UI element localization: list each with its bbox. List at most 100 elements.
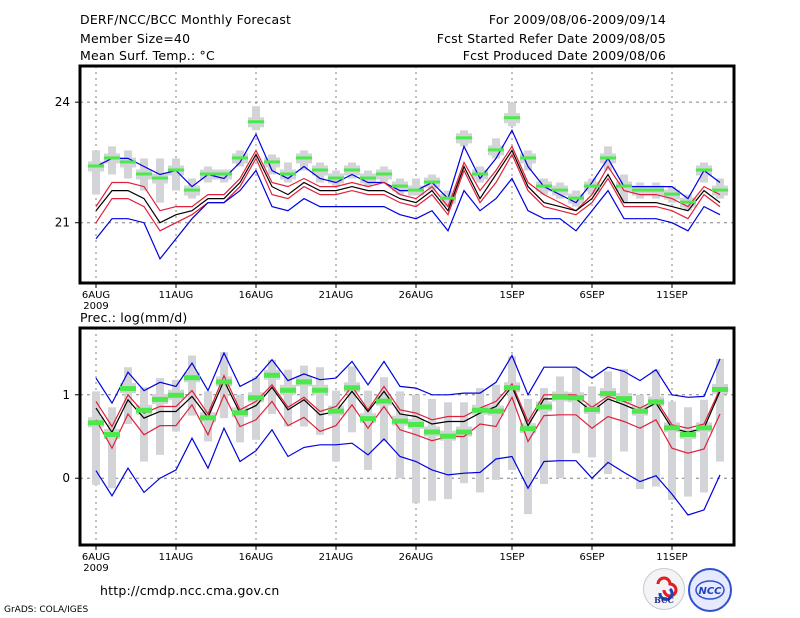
observed-marker xyxy=(104,431,120,437)
plot-frame xyxy=(78,64,736,285)
observed-marker xyxy=(408,421,424,427)
observed-marker xyxy=(456,429,472,435)
series-line-min xyxy=(95,169,721,261)
observed-range-bar xyxy=(396,391,404,479)
observed-marker xyxy=(280,387,296,393)
x-tick-label: 11SEP xyxy=(656,290,687,301)
observed-marker xyxy=(600,156,616,160)
y-tick-label: 24 xyxy=(55,95,70,109)
x-tick-label: 1SEP xyxy=(499,552,524,563)
observed-marker xyxy=(632,188,648,192)
observed-range-bar xyxy=(188,355,196,416)
x-tick-label: 16AUG xyxy=(239,552,274,563)
observed-marker xyxy=(648,188,664,192)
observed-marker xyxy=(568,395,584,401)
observed-range-bar xyxy=(604,371,612,475)
observed-marker xyxy=(680,200,696,204)
observed-marker xyxy=(696,425,712,431)
observed-range-bar xyxy=(668,401,676,500)
observed-marker xyxy=(408,188,424,192)
member-size: Member Size=40 xyxy=(80,31,191,46)
observed-marker xyxy=(376,398,392,404)
observed-range-bar xyxy=(140,387,148,462)
observed-marker xyxy=(424,180,440,184)
observed-marker xyxy=(536,184,552,188)
observed-marker xyxy=(424,429,440,435)
observed-marker xyxy=(296,379,312,385)
observed-marker xyxy=(136,407,152,413)
bcc-logo: BCC xyxy=(643,568,685,610)
observed-range-bar xyxy=(588,386,596,458)
observed-range-bar xyxy=(316,367,324,435)
observed-marker xyxy=(296,156,312,160)
observed-marker xyxy=(440,433,456,439)
observed-range-bar xyxy=(172,379,180,432)
observed-marker xyxy=(216,172,232,176)
observed-marker xyxy=(488,148,504,152)
source-url[interactable]: http://cmdp.ncc.cma.gov.cn xyxy=(100,583,280,598)
x-tick-label: 6SEP xyxy=(579,290,604,301)
observed-range-bar xyxy=(476,388,484,493)
observed-marker xyxy=(200,172,216,176)
observed-marker xyxy=(264,372,280,378)
x-year-label: 2009 xyxy=(83,301,108,312)
observed-marker xyxy=(520,156,536,160)
observed-range-bar xyxy=(236,394,244,443)
observed-range-bar xyxy=(556,376,564,479)
observed-marker xyxy=(680,431,696,437)
observed-marker xyxy=(152,176,168,180)
x-tick-label: 6AUG xyxy=(82,552,110,563)
observed-marker xyxy=(504,385,520,391)
observed-range-bar xyxy=(412,394,420,504)
x-tick-label: 26AUG xyxy=(399,290,434,301)
observed-range-bar xyxy=(300,365,308,427)
observed-marker xyxy=(504,116,520,120)
observed-marker xyxy=(120,386,136,392)
x-year-label: 2009 xyxy=(83,563,108,574)
observed-marker xyxy=(392,418,408,424)
x-tick-label: 1SEP xyxy=(499,290,524,301)
observed-marker xyxy=(472,172,488,176)
observed-marker xyxy=(632,408,648,414)
y-tick-label: 1 xyxy=(62,388,70,402)
observed-marker xyxy=(312,387,328,393)
observed-range-bar xyxy=(540,388,548,485)
series-line-lower xyxy=(95,153,721,232)
observed-marker xyxy=(280,172,296,176)
grads-credit: GrADS: COLA/IGES xyxy=(4,605,89,615)
observed-marker xyxy=(520,426,536,432)
observed-marker xyxy=(456,136,472,140)
y-tick-label: 21 xyxy=(55,216,70,230)
observed-marker xyxy=(168,392,184,398)
temperature-panel: 21 24 6AUG 11AUG 16AUG 21AUG 26AUG 1SEP 6SEP 11SE… xyxy=(55,64,736,312)
observed-range-bar xyxy=(444,402,452,500)
panel2-label: Prec.: log(mm/d) xyxy=(80,310,188,325)
observed-marker xyxy=(248,120,264,124)
observed-range-bar xyxy=(380,377,388,442)
observed-range-bar xyxy=(620,368,628,452)
series-line-upper xyxy=(95,145,721,212)
ncc-logo: NCC xyxy=(688,568,732,612)
observed-marker xyxy=(264,160,280,164)
observed-range-bar xyxy=(492,384,500,480)
observed-range-bar xyxy=(156,378,164,455)
series-line-mean xyxy=(95,149,721,224)
observed-range-bar xyxy=(92,391,100,485)
observed-range-bar xyxy=(508,356,516,470)
observed-marker xyxy=(376,172,392,176)
observed-marker xyxy=(440,196,456,200)
observed-marker xyxy=(392,184,408,188)
observed-marker xyxy=(472,407,488,413)
observed-marker xyxy=(584,406,600,412)
observed-marker xyxy=(696,168,712,172)
x-tick-label: 26AUG xyxy=(399,552,434,563)
forecast-period: For 2009/08/06-2009/09/14 xyxy=(488,12,666,27)
observed-marker xyxy=(344,168,360,172)
observed-marker xyxy=(168,168,184,172)
observed-marker xyxy=(488,408,504,414)
x-tick-label: 21AUG xyxy=(319,552,354,563)
observed-marker xyxy=(344,385,360,391)
observed-marker xyxy=(552,188,568,192)
observed-range-bar xyxy=(460,402,468,484)
observed-range-bar xyxy=(572,368,580,454)
